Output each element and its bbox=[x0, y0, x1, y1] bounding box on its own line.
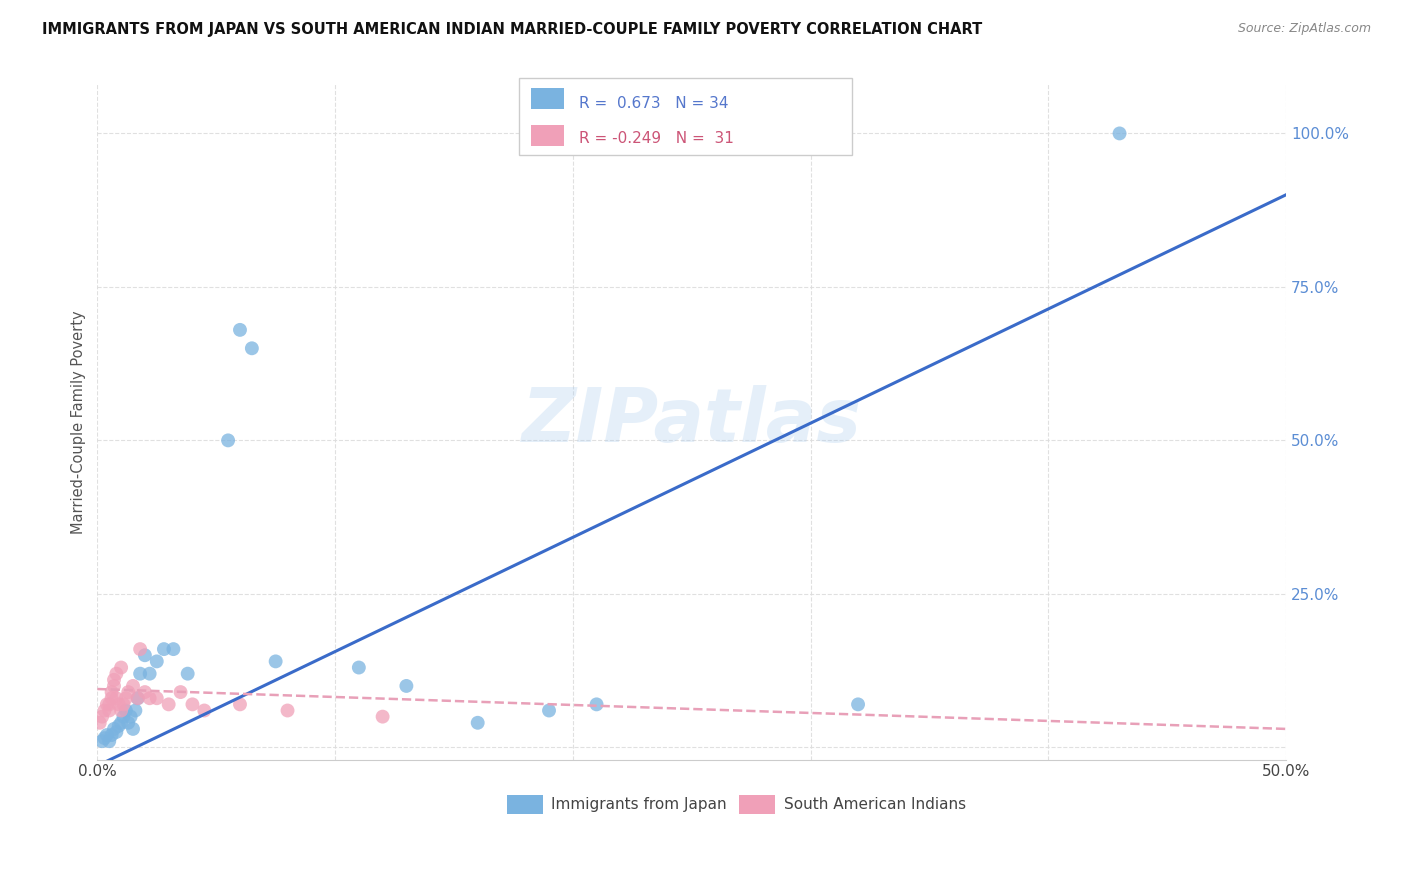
Point bbox=[371, 709, 394, 723]
Point bbox=[846, 698, 869, 712]
FancyBboxPatch shape bbox=[508, 795, 543, 814]
Point bbox=[110, 660, 132, 674]
Text: Immigrants from Japan: Immigrants from Japan bbox=[551, 797, 727, 812]
Point bbox=[129, 666, 152, 681]
Point bbox=[89, 715, 111, 730]
Point bbox=[181, 698, 204, 712]
Point bbox=[146, 654, 169, 668]
Point bbox=[93, 731, 115, 745]
Point bbox=[107, 698, 129, 712]
Point bbox=[127, 691, 149, 706]
Text: R = -0.249   N =  31: R = -0.249 N = 31 bbox=[579, 130, 734, 145]
Text: ZIPatlas: ZIPatlas bbox=[522, 385, 862, 458]
Point bbox=[103, 673, 125, 687]
Point bbox=[100, 685, 122, 699]
Point bbox=[115, 704, 138, 718]
Point bbox=[96, 698, 118, 712]
Point bbox=[193, 704, 215, 718]
Point bbox=[91, 709, 114, 723]
Point bbox=[117, 685, 139, 699]
Point bbox=[134, 685, 156, 699]
FancyBboxPatch shape bbox=[740, 795, 775, 814]
Point bbox=[103, 722, 125, 736]
Point bbox=[138, 691, 160, 706]
Point bbox=[110, 715, 132, 730]
Point bbox=[122, 722, 145, 736]
Point bbox=[162, 642, 184, 657]
FancyBboxPatch shape bbox=[531, 125, 564, 146]
Point bbox=[153, 642, 176, 657]
Point bbox=[91, 734, 114, 748]
Text: South American Indians: South American Indians bbox=[785, 797, 966, 812]
Point bbox=[395, 679, 418, 693]
Point bbox=[124, 704, 146, 718]
Point bbox=[138, 666, 160, 681]
Point bbox=[100, 691, 122, 706]
Point bbox=[134, 648, 156, 663]
Point bbox=[127, 691, 149, 706]
Point bbox=[107, 719, 129, 733]
Point bbox=[117, 715, 139, 730]
Point bbox=[240, 341, 263, 355]
Point bbox=[229, 698, 252, 712]
Point bbox=[122, 679, 145, 693]
Y-axis label: Married-Couple Family Poverty: Married-Couple Family Poverty bbox=[72, 310, 86, 533]
Point bbox=[169, 685, 191, 699]
Point bbox=[176, 666, 198, 681]
Point bbox=[1108, 127, 1130, 141]
Point bbox=[129, 642, 152, 657]
Point bbox=[98, 704, 121, 718]
Point bbox=[103, 679, 125, 693]
Point bbox=[112, 698, 135, 712]
Point bbox=[110, 704, 132, 718]
Point bbox=[105, 725, 128, 739]
Text: Source: ZipAtlas.com: Source: ZipAtlas.com bbox=[1237, 22, 1371, 36]
Point bbox=[115, 691, 138, 706]
Point bbox=[96, 728, 118, 742]
Text: IMMIGRANTS FROM JAPAN VS SOUTH AMERICAN INDIAN MARRIED-COUPLE FAMILY POVERTY COR: IMMIGRANTS FROM JAPAN VS SOUTH AMERICAN … bbox=[42, 22, 983, 37]
Text: R =  0.673   N = 34: R = 0.673 N = 34 bbox=[579, 95, 728, 111]
Point bbox=[112, 709, 135, 723]
Point bbox=[146, 691, 169, 706]
Point bbox=[105, 691, 128, 706]
Point bbox=[537, 704, 560, 718]
Point bbox=[229, 323, 252, 337]
Point bbox=[120, 709, 142, 723]
Point bbox=[264, 654, 287, 668]
Point bbox=[98, 698, 121, 712]
Point bbox=[100, 728, 122, 742]
Point bbox=[347, 660, 370, 674]
Point bbox=[105, 666, 128, 681]
Point bbox=[93, 704, 115, 718]
Point bbox=[277, 704, 299, 718]
Point bbox=[217, 434, 239, 448]
Point bbox=[467, 715, 489, 730]
FancyBboxPatch shape bbox=[531, 87, 564, 109]
FancyBboxPatch shape bbox=[519, 78, 852, 155]
Point bbox=[157, 698, 180, 712]
Point bbox=[98, 734, 121, 748]
Point bbox=[585, 698, 607, 712]
